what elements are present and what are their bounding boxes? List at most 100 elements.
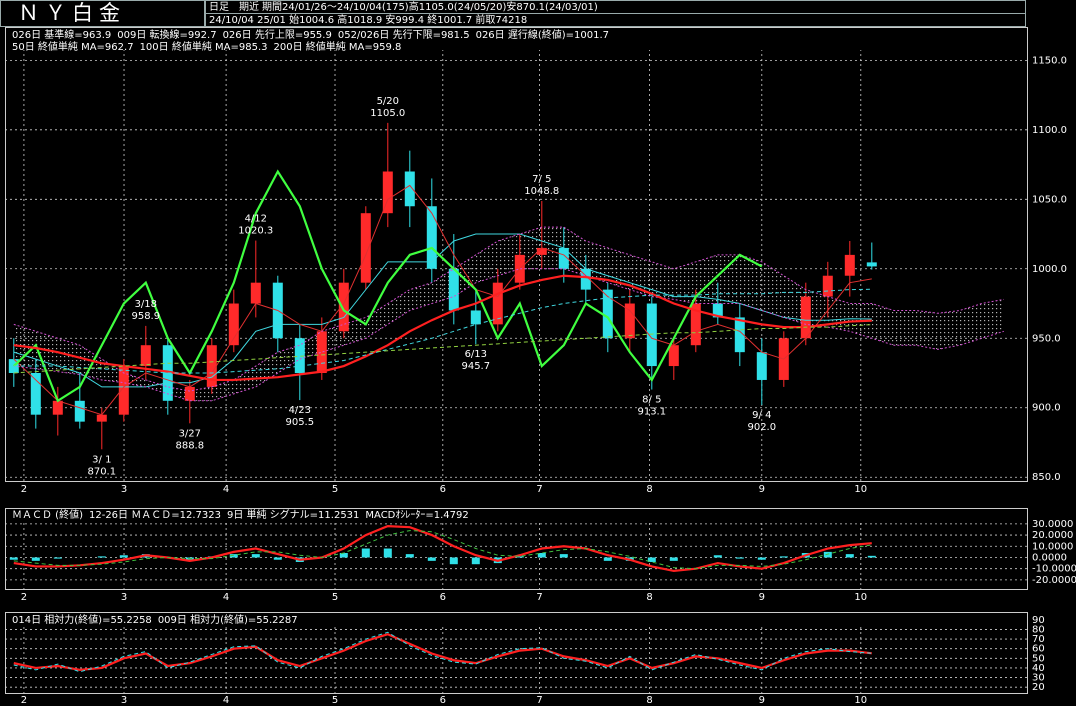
y-tick-label: 90 — [1032, 615, 1045, 626]
histogram-bar — [53, 557, 62, 559]
macd-frame — [5, 508, 1028, 590]
legend-entry: 026日 遅行線(終値)=1001.7 — [476, 28, 609, 41]
rsi-frame — [5, 612, 1028, 694]
y-tick-label: 30.0000 — [1032, 519, 1073, 530]
x-tick-label: 8 — [646, 695, 652, 706]
main-frame — [5, 27, 1028, 482]
candle-body — [338, 282, 349, 332]
x-tick-label: 10 — [854, 695, 867, 706]
legend-entry: 014日 相対力(終値)=55.2258 — [12, 613, 152, 626]
period: 期間24/01/26～24/10/04(175)高1105.0(24/05/20… — [262, 0, 598, 13]
x-tick-label: 10 — [854, 484, 867, 495]
indicator-line — [13, 631, 872, 673]
legend-entry: 052/026日 先行下限=981.5 — [338, 28, 470, 41]
histogram-bar — [515, 556, 524, 558]
y-tick-label: 50 — [1032, 653, 1045, 664]
histogram-bar — [339, 553, 348, 558]
x-tick-label: 6 — [440, 484, 446, 495]
x-tick-label: 9 — [759, 592, 765, 603]
indicator-line — [13, 233, 872, 388]
histogram-bar — [361, 548, 370, 558]
indicator-line — [13, 524, 872, 573]
x-tick-label: 10 — [854, 592, 867, 603]
candle-body — [844, 254, 855, 276]
x-tick-label: 8 — [646, 484, 652, 495]
candle-body — [140, 345, 151, 367]
legend-entry: 100日 終値単純 MA=985.3 — [140, 40, 268, 53]
indicator-line — [13, 184, 872, 416]
annotation-date: 4/23 — [289, 405, 311, 416]
histogram-bar — [559, 554, 568, 558]
histogram-bar — [471, 557, 480, 565]
indicator-line — [13, 288, 872, 374]
y-tick-label: 20.0000 — [1032, 530, 1073, 541]
annotation-date: 9/ 4 — [752, 410, 771, 421]
y-tick-label: 10.0000 — [1032, 541, 1073, 552]
latest: 24/10/04 25/01 始1004.6 高1018.9 安999.4 終1… — [209, 13, 527, 26]
annotation-date: 3/18 — [135, 299, 157, 310]
candle-body — [690, 303, 701, 346]
x-tick-label: 3 — [121, 484, 127, 495]
candle-body — [624, 303, 635, 339]
candle-body — [228, 303, 239, 346]
legend-entry: MACDｵｼﾚｰﾀｰ=1.4792 — [365, 509, 468, 521]
y-tick-label: 850.0 — [1032, 472, 1061, 483]
candle-body — [360, 213, 371, 283]
y-tick-label: 80 — [1032, 624, 1045, 635]
annotation-value: 905.5 — [285, 417, 314, 428]
y-tick-label: 0.0000 — [1032, 552, 1067, 563]
plot-layer: 1150.0 1100.0 1050.0 1000.0 950.0 900.0 850.0 2… — [5, 28, 1076, 706]
y-tick-label: 20 — [1032, 682, 1045, 693]
annotation-value: 888.8 — [175, 440, 204, 451]
candle-body — [492, 282, 503, 325]
histogram-bar — [537, 553, 546, 558]
y-tick-label: 1050.0 — [1032, 194, 1067, 205]
panel — [5, 626, 1028, 694]
histogram-bar — [9, 557, 18, 560]
legend-entry: 009日 相対力(終値)=55.2287 — [158, 613, 298, 626]
annotation-date: 3/ 1 — [92, 454, 111, 465]
histogram-bar — [449, 557, 458, 565]
histogram-bar — [823, 551, 832, 558]
histogram-bar — [383, 548, 392, 558]
candle-body — [74, 400, 85, 422]
candle-body — [800, 296, 811, 339]
annotation-value: 1048.8 — [524, 186, 559, 197]
annotation-value: 902.0 — [747, 422, 776, 433]
cloud-fill — [13, 227, 1004, 401]
histogram-bar — [779, 556, 788, 558]
legend-entry: 009日 転換線=992.7 — [117, 28, 216, 41]
legend-entry: 026日 基準線=963.9 — [12, 28, 111, 41]
mode: 日足 期近 — [209, 0, 259, 13]
title: ＮＹ白金 — [18, 1, 126, 25]
annotation-value: 1020.3 — [238, 226, 273, 237]
annotation-date: 8/ 5 — [642, 395, 661, 406]
candle-body — [756, 352, 767, 380]
candle-body — [580, 268, 591, 290]
legend-entry: 50日 終値単純 MA=962.7 — [12, 40, 134, 53]
y-tick-label: 900.0 — [1032, 403, 1061, 414]
annotation-value: 870.1 — [87, 466, 116, 477]
x-tick-label: 5 — [332, 592, 338, 603]
legend-entry: 200日 終値単純 MA=959.8 — [273, 40, 401, 53]
legend-entry: ＭＡＣＤ (終値) — [12, 508, 83, 521]
candle-body — [30, 373, 41, 415]
x-tick-label: 7 — [536, 484, 542, 495]
y-tick-label: -20.0000 — [1032, 575, 1076, 586]
histogram-bar — [427, 557, 436, 561]
indicator-line — [13, 324, 872, 374]
histogram-bar — [273, 557, 282, 560]
candle-body — [470, 310, 481, 325]
histogram-bar — [603, 557, 612, 561]
candle-body — [250, 282, 261, 304]
indicator-line — [13, 530, 872, 570]
legend-entry: 9日 単純 シグナル=11.2531 — [227, 508, 359, 521]
y-tick-label: 70 — [1032, 634, 1045, 645]
histogram-bar — [735, 557, 744, 559]
x-tick-label: 2 — [21, 592, 27, 603]
candle-body — [404, 171, 415, 207]
x-tick-label: 6 — [440, 695, 446, 706]
candle-body — [184, 386, 195, 401]
annotation-date: 3/27 — [179, 428, 201, 439]
candle-body — [668, 345, 679, 367]
